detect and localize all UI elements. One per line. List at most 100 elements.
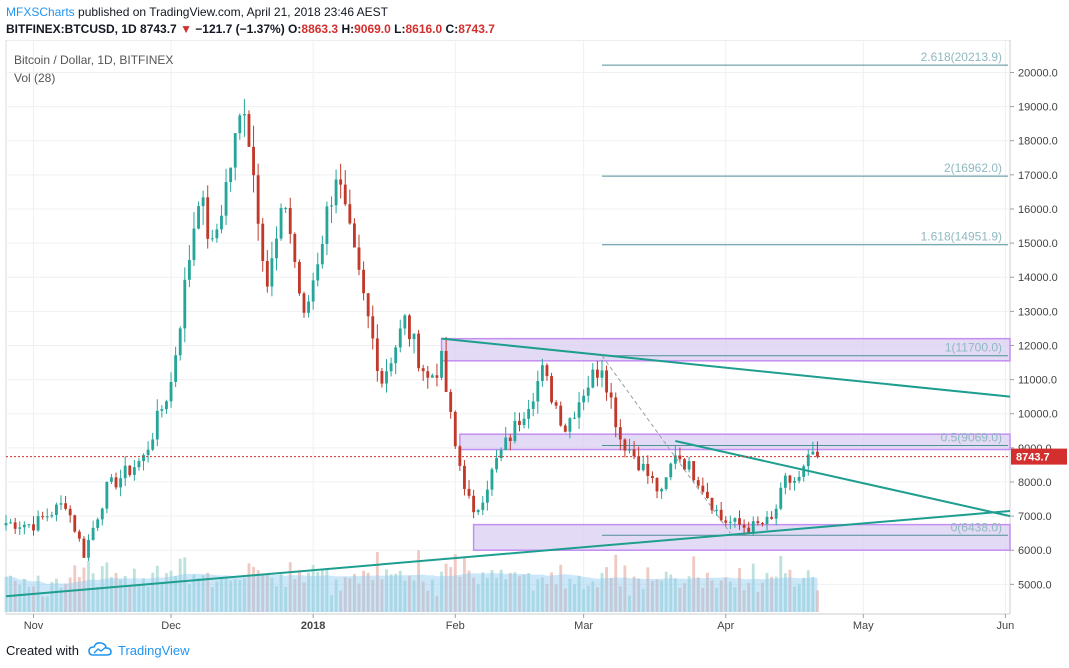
volume-bar [701, 587, 705, 612]
price-axis[interactable]: 5000.06000.07000.08000.09000.010000.0110… [1010, 67, 1067, 591]
volume-bar [531, 590, 535, 612]
candle-body [660, 488, 664, 492]
candle-body [59, 503, 63, 505]
candle-body [55, 504, 58, 516]
candle-body [242, 114, 246, 116]
support-resistance-zone [459, 433, 1011, 451]
candle-body [201, 197, 205, 207]
price-tick-label: 14000.0 [1018, 272, 1058, 284]
candle-body [453, 411, 457, 447]
volume-bar [710, 580, 714, 612]
candle-body [146, 449, 150, 456]
candle-body [187, 260, 191, 280]
candle-body [247, 114, 251, 147]
candle-body [811, 451, 815, 455]
candle-body [513, 420, 517, 442]
candle-body [508, 437, 512, 442]
candle-body [719, 509, 723, 521]
volume-bar [618, 586, 622, 612]
candle-body [802, 466, 806, 477]
price-tick-label: 10000.0 [1018, 409, 1058, 421]
candle-body [779, 487, 783, 509]
candle-body [366, 293, 370, 317]
volume-bar [339, 590, 343, 612]
volume-bar [774, 576, 778, 612]
candle-body [490, 469, 494, 490]
candle-body [330, 205, 333, 207]
volume-bar [352, 573, 356, 612]
candle-body [761, 523, 764, 525]
volume-bar [385, 569, 388, 612]
volume-bar [595, 587, 599, 612]
footer: Created with TradingView [0, 632, 1069, 668]
volume-bar [110, 577, 113, 612]
time-tick-label: Feb [446, 620, 465, 632]
candle-body [403, 315, 407, 329]
candle-body [380, 370, 384, 384]
candle-body [408, 315, 411, 340]
candle-body [449, 391, 453, 412]
candle-body [715, 509, 719, 511]
volume-bar [738, 568, 741, 612]
volume-bar [55, 578, 58, 612]
fib-level-label: 0.5(9069.0) [941, 430, 1002, 444]
open-value: 8863.3 [301, 22, 339, 36]
candle-body [522, 418, 526, 425]
plot-area[interactable] [5, 40, 1011, 615]
candle-body [504, 437, 508, 451]
candle-body [174, 355, 178, 382]
candle-body [669, 463, 673, 478]
tradingview-link[interactable]: TradingView [118, 643, 190, 658]
candle-body [586, 387, 590, 396]
price-chart[interactable]: 2.618(20213.9) 2(16962.0) 1.618(14951.9) 1(… [0, 40, 1069, 632]
volume-bar [683, 583, 686, 612]
volume-bar [210, 587, 214, 612]
volume-bar [293, 579, 297, 612]
volume-bar [183, 557, 187, 612]
chart-header: MFXSCharts published on TradingView.com,… [0, 0, 1069, 40]
volume-bar [706, 572, 709, 612]
candle-body [618, 427, 622, 440]
candle-body [728, 521, 732, 523]
volume-bar [132, 568, 136, 612]
volume-bar [797, 583, 801, 612]
volume-bar [770, 576, 774, 612]
candle-body [302, 293, 306, 313]
candle-body [472, 495, 476, 513]
volume-bar [536, 579, 540, 612]
author-link[interactable]: MFXSCharts [6, 5, 75, 19]
tradingview-cloud-icon[interactable] [88, 641, 112, 657]
publish-line: MFXSCharts published on TradingView.com,… [6, 5, 388, 19]
fib-level-label: 0(6438.0) [951, 520, 1002, 534]
price-tick-label: 17000.0 [1018, 170, 1058, 182]
candle-body [540, 365, 544, 382]
volume-bar [417, 550, 421, 612]
candle-body [706, 491, 709, 498]
volume-bar [128, 585, 132, 612]
time-axis[interactable]: Nov Dec 2018 Feb Mar Apr May Jun [24, 614, 1015, 632]
candle-body [724, 520, 728, 523]
volume-bar [123, 576, 127, 612]
candle-body [183, 279, 187, 329]
time-tick-label: Apr [717, 620, 734, 632]
volume-bar [499, 569, 503, 612]
volume-bar [811, 576, 815, 612]
volume-bar [449, 567, 453, 612]
volume-bar [476, 584, 480, 612]
support-resistance-zone [440, 337, 1011, 362]
volume-bar [628, 595, 631, 612]
price-tick-label: 5000.0 [1018, 579, 1052, 591]
trendlines[interactable] [5, 337, 1011, 598]
volume-bar [550, 572, 553, 612]
candle-body [568, 418, 572, 432]
volume-bar [605, 567, 608, 612]
candle-body [545, 365, 549, 377]
candle-body [673, 455, 677, 464]
candle-body [9, 522, 13, 524]
volume-bar [256, 570, 260, 612]
candle-body [683, 459, 686, 470]
volume-bar [137, 584, 141, 612]
candle-body [614, 397, 618, 428]
volume-bar [660, 580, 664, 612]
volume-bar [27, 586, 31, 612]
